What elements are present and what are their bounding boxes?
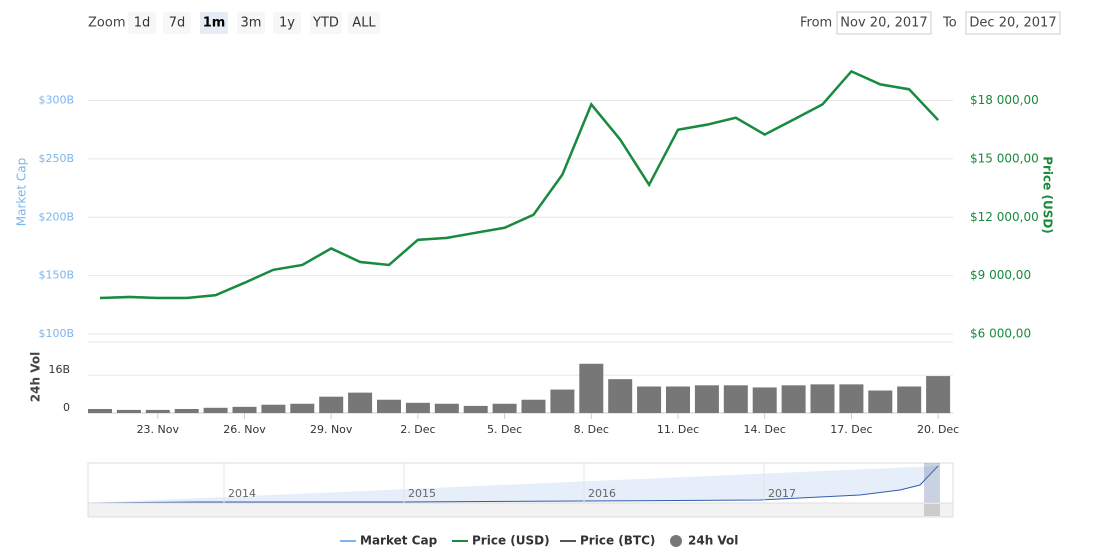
zoom-button[interactable] xyxy=(273,12,301,34)
zoom-button-label[interactable]: 3m xyxy=(241,16,262,31)
legend-label[interactable]: Price (USD) xyxy=(472,534,550,548)
zoom-label: Zoom xyxy=(88,16,125,31)
from-label: From xyxy=(800,16,832,31)
vol-bar xyxy=(261,404,286,413)
price-line xyxy=(99,69,940,300)
scrollbar[interactable] xyxy=(87,502,954,518)
to-value[interactable]: Dec 20, 2017 xyxy=(969,16,1056,31)
vol-bar xyxy=(839,384,864,413)
zoom-button-label[interactable]: YTD xyxy=(312,16,339,31)
vol-bar xyxy=(926,376,951,413)
x-tick-label: 17. Dec xyxy=(830,423,872,436)
legend-symbol[interactable] xyxy=(670,535,682,547)
x-tick-label: 11. Dec xyxy=(657,423,699,436)
x-tick-label: 26. Nov xyxy=(223,423,266,436)
zoom-button-label[interactable]: 1y xyxy=(279,16,295,31)
from-value[interactable]: Nov 20, 2017 xyxy=(840,16,927,31)
x-tick-label: 14. Dec xyxy=(744,423,786,436)
vol-bar xyxy=(174,408,199,413)
zoom-button-label[interactable]: ALL xyxy=(352,16,376,31)
legend-label[interactable]: Market Cap xyxy=(360,534,438,548)
price-line xyxy=(99,70,939,299)
vol-bar xyxy=(116,409,141,413)
y-tick-label: $250B xyxy=(38,152,74,165)
from-input[interactable] xyxy=(836,11,932,35)
navigator-label: 2015 xyxy=(408,487,436,500)
vol-bar xyxy=(405,402,430,413)
y-tick-label: $150B xyxy=(38,269,74,282)
vol-bar xyxy=(377,399,401,413)
y2-tick-label: $6 000,00 xyxy=(970,327,1031,341)
vol-bar xyxy=(463,405,488,413)
x-tick-label: 2. Dec xyxy=(400,423,435,436)
navigator-series xyxy=(87,465,939,504)
vol-bar xyxy=(694,385,719,413)
x-tick-label: 5. Dec xyxy=(487,423,522,436)
vol-bar xyxy=(897,386,922,413)
vol-bar xyxy=(868,390,893,413)
vol-tick-label: 0 xyxy=(63,401,70,414)
legend-label[interactable]: 24h Vol xyxy=(688,534,738,548)
vol-bar xyxy=(319,396,344,413)
y2-axis-title: Price (USD) xyxy=(1041,156,1055,234)
x-tick-label: 23. Nov xyxy=(137,423,180,436)
zoom-button-label[interactable]: 1d xyxy=(134,16,151,31)
zoom-button-label[interactable]: 7d xyxy=(169,16,186,31)
zoom-button[interactable] xyxy=(348,12,380,34)
vol-bar xyxy=(637,386,662,413)
navigator-label: 2014 xyxy=(228,487,256,500)
vol-bar xyxy=(203,407,228,413)
zoom-button[interactable] xyxy=(128,12,156,34)
vol-bar xyxy=(579,363,604,413)
y2-tick-label: $9 000,00 xyxy=(970,268,1031,282)
navigator-mask[interactable] xyxy=(924,463,940,503)
scrollbar-thumb[interactable] xyxy=(924,504,940,516)
vol-bar xyxy=(232,406,257,413)
to-input[interactable] xyxy=(965,11,1061,35)
y2-tick-label: $18 000,00 xyxy=(970,93,1039,107)
x-tick-label: 8. Dec xyxy=(574,423,609,436)
y-tick-label: $100B xyxy=(38,327,74,340)
zoom-button[interactable] xyxy=(310,12,342,34)
navigator-label: 2016 xyxy=(588,487,616,500)
vol-tick-label: 16B xyxy=(48,363,70,376)
vol-bar xyxy=(550,389,575,413)
vol-bar xyxy=(145,409,170,413)
y-tick-label: $200B xyxy=(38,210,74,223)
vol-bar xyxy=(781,385,806,413)
y2-tick-label: $15 000,00 xyxy=(970,151,1039,165)
y2-tick-label: $12 000,00 xyxy=(970,210,1039,224)
vol-bar xyxy=(810,384,835,413)
vol-bar xyxy=(521,399,546,413)
legend-label[interactable]: Price (BTC) xyxy=(580,534,655,548)
vol-bar xyxy=(492,403,517,413)
zoom-button[interactable] xyxy=(163,12,191,34)
vol-bar xyxy=(666,386,690,413)
x-tick-label: 20. Dec xyxy=(917,423,959,436)
vol-bar xyxy=(752,387,777,413)
vol-axis-title: 24h Vol xyxy=(29,352,43,402)
vol-bar xyxy=(608,379,633,413)
to-label: To xyxy=(942,16,957,31)
x-tick-label: 29. Nov xyxy=(310,423,353,436)
vol-bar xyxy=(88,408,112,413)
vol-bar xyxy=(723,385,748,413)
y-tick-label: $300B xyxy=(38,94,74,107)
navigator-label: 2017 xyxy=(768,487,796,500)
zoom-button[interactable] xyxy=(200,12,228,34)
y-axis-title: Market Cap xyxy=(15,158,29,226)
zoom-button-label[interactable]: 1m xyxy=(203,16,226,31)
vol-bar xyxy=(434,403,459,413)
vol-bar xyxy=(348,392,373,413)
zoom-button[interactable] xyxy=(237,12,265,34)
vol-bar xyxy=(290,403,315,413)
